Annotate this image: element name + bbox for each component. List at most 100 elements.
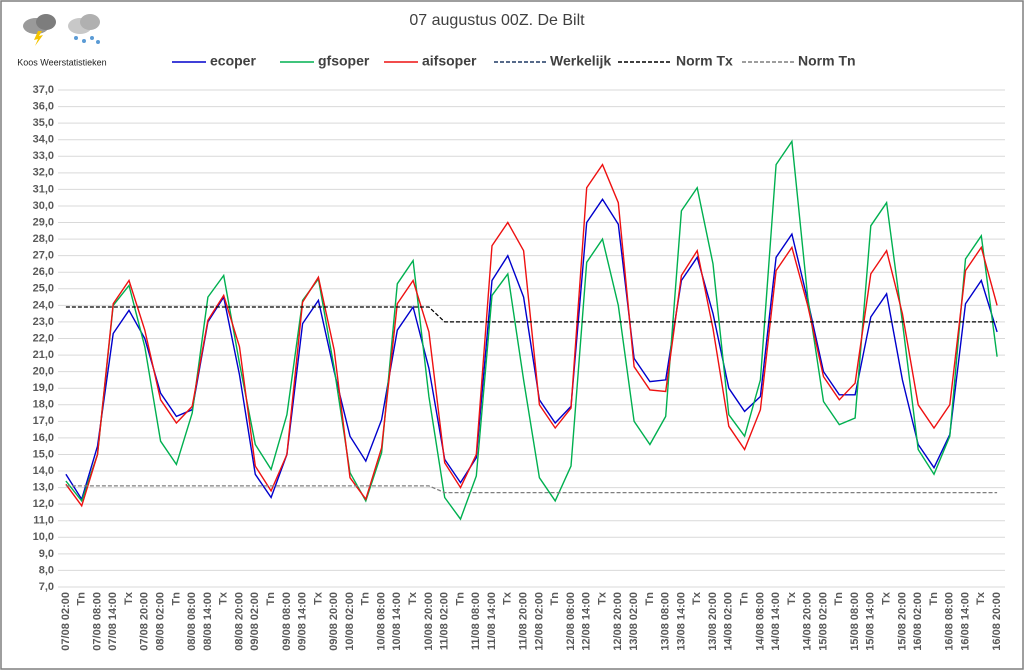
legend-label: Norm Tx (676, 53, 733, 69)
x-tick-label: 09/08 20:00 (328, 592, 340, 651)
x-tick-label: Tn (928, 592, 940, 606)
x-tick-label: 13/08 02:00 (628, 592, 640, 651)
x-tick-label: 14/08 08:00 (754, 592, 766, 651)
x-tick-label: 08/08 02:00 (154, 592, 166, 651)
y-tick-label: 8,0 (39, 564, 54, 576)
x-tick-label: 11/08 02:00 (439, 592, 451, 650)
y-tick-label: 9,0 (39, 548, 54, 560)
legend-label: gfsoper (318, 53, 370, 69)
x-tick-label: 14/08 14:00 (770, 592, 782, 651)
y-tick-label: 24,0 (33, 299, 54, 311)
y-tick-label: 14,0 (33, 465, 54, 477)
y-tick-label: 25,0 (33, 283, 54, 295)
y-tick-label: 37,0 (33, 84, 54, 96)
y-tick-label: 31,0 (33, 183, 54, 195)
x-tick-label: 16/08 08:00 (944, 592, 956, 651)
x-tick-label: Tn (738, 592, 750, 606)
series-line (65, 139, 998, 521)
series-line (65, 485, 998, 494)
y-tick-label: 17,0 (33, 415, 54, 427)
y-tick-label: 19,0 (33, 382, 54, 394)
x-tick-label: 08/08 20:00 (233, 592, 245, 651)
legend-label: ecoper (210, 53, 256, 69)
y-tick-label: 36,0 (33, 100, 54, 112)
x-tick-label: 14/08 20:00 (802, 592, 814, 651)
x-tick-label: 07/08 14:00 (107, 592, 119, 651)
legend-label: aifsoper (422, 53, 477, 69)
y-tick-label: 35,0 (33, 117, 54, 129)
x-tick-label: Tx (218, 591, 230, 605)
y-tick-label: 29,0 (33, 216, 54, 228)
x-tick-label: Tn (454, 592, 466, 606)
legend-label: Norm Tn (798, 53, 856, 69)
x-tick-label: 14/08 02:00 (723, 592, 735, 651)
y-tick-label: 32,0 (33, 167, 54, 179)
x-tick-label: 13/08 08:00 (660, 592, 672, 651)
x-tick-label: 12/08 02:00 (533, 592, 545, 651)
x-tick-label: Tn (360, 592, 372, 606)
x-tick-label: 08/08 08:00 (186, 592, 198, 651)
x-tick-label: Tx (691, 591, 703, 605)
y-tick-label: 18,0 (33, 399, 54, 411)
y-tick-label: 13,0 (33, 482, 54, 494)
x-tick-label: 09/08 02:00 (249, 592, 261, 651)
y-tick-label: 12,0 (33, 498, 54, 510)
legend-label: Werkelijk (550, 53, 611, 69)
x-tick-label: 07/08 08:00 (91, 592, 103, 651)
y-tick-label: 21,0 (33, 349, 54, 361)
x-tick-label: 10/08 20:00 (423, 592, 435, 651)
series-line (65, 306, 998, 323)
brand: Koos Weerstatistieken (17, 57, 106, 67)
x-tick-label: Tx (123, 591, 135, 605)
chart-title: 07 augustus 00Z. De Bilt (409, 12, 585, 29)
x-tick-label: Tx (975, 591, 987, 605)
x-tick-label: Tx (596, 591, 608, 605)
x-tick-label: Tx (881, 591, 893, 605)
x-tick-label: 08/08 14:00 (202, 592, 214, 651)
x-tick-label: 15/08 08:00 (849, 592, 861, 651)
series-line (65, 163, 998, 508)
y-tick-label: 22,0 (33, 332, 54, 344)
x-tick-label: Tn (833, 592, 845, 606)
x-tick-label: 07/08 02:00 (60, 592, 72, 651)
x-tick-label: 11/08 14:00 (486, 592, 498, 650)
x-tick-label: 11/08 20:00 (518, 592, 530, 650)
x-tick-label: Tx (502, 591, 514, 605)
x-tick-label: Tx (312, 591, 324, 605)
y-tick-label: 23,0 (33, 316, 54, 328)
x-tick-label: 11/08 08:00 (470, 592, 482, 650)
y-tick-label: 34,0 (33, 134, 54, 146)
x-tick-label: 13/08 20:00 (707, 592, 719, 651)
x-tick-label: Tn (549, 592, 561, 606)
x-tick-label: 16/08 14:00 (959, 592, 971, 651)
y-tick-label: 10,0 (33, 531, 54, 543)
y-tick-label: 27,0 (33, 250, 54, 262)
x-tick-label: 16/08 02:00 (912, 592, 924, 651)
x-tick-label: 10/08 02:00 (344, 592, 356, 651)
x-tick-label: Tn (644, 592, 656, 606)
x-tick-label: Tn (170, 592, 182, 606)
y-tick-label: 26,0 (33, 266, 54, 278)
x-tick-label: 15/08 02:00 (817, 592, 829, 651)
x-tick-label: Tx (786, 591, 798, 605)
series-line (65, 198, 998, 501)
x-tick-label: Tn (76, 592, 88, 606)
x-tick-label: 13/08 14:00 (675, 592, 687, 651)
y-tick-label: 15,0 (33, 448, 54, 460)
x-tick-label: 16/08 20:00 (991, 592, 1003, 651)
x-tick-label: 10/08 08:00 (375, 592, 387, 651)
y-tick-label: 30,0 (33, 200, 54, 212)
x-tick-label: 10/08 14:00 (391, 592, 403, 651)
x-tick-label: 12/08 14:00 (581, 592, 593, 651)
y-tick-label: 28,0 (33, 233, 54, 245)
y-tick-label: 33,0 (33, 150, 54, 162)
x-tick-label: Tx (407, 591, 419, 605)
x-tick-label: 09/08 14:00 (297, 592, 309, 651)
y-tick-label: 11,0 (33, 515, 54, 527)
x-tick-label: 12/08 20:00 (612, 592, 624, 651)
x-tick-label: 15/08 14:00 (865, 592, 877, 651)
x-tick-label: 07/08 20:00 (139, 592, 151, 651)
x-tick-label: 09/08 08:00 (281, 592, 293, 651)
